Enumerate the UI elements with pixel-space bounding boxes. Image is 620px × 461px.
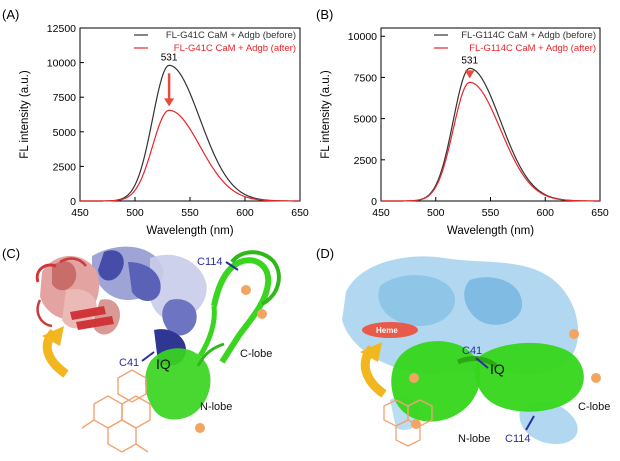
label-c-lobe: C-lobe bbox=[240, 348, 272, 360]
x-tick-label: 650 bbox=[291, 207, 309, 219]
chart-panel-b: (B) 450 500 550 600 650 0 2500 5000 7500 10000 Wav… bbox=[316, 7, 609, 237]
chart-b: 450 500 550 600 650 0 2500 5000 7500 10000 Wavelen… bbox=[320, 27, 609, 237]
structure-panel-c: (C) bbox=[2, 246, 281, 453]
calcium-ion bbox=[257, 309, 267, 319]
x-axis-label: Wavelength (nm) bbox=[146, 225, 233, 237]
peak-annotation: 531 bbox=[461, 55, 478, 66]
label-heme: Heme bbox=[376, 326, 398, 335]
label-c114: C114 bbox=[197, 256, 222, 268]
x-tick-label: 600 bbox=[536, 207, 554, 219]
panel-label-a: (A) bbox=[2, 7, 19, 22]
fluorescein-structure bbox=[81, 369, 151, 453]
label-c41: C41 bbox=[119, 357, 139, 369]
y-tick-label: 5000 bbox=[354, 114, 378, 126]
label-c41: C41 bbox=[462, 345, 482, 357]
calcium-ion bbox=[241, 285, 251, 295]
decrease-arrowhead bbox=[164, 98, 175, 107]
x-tick-label: 550 bbox=[482, 207, 500, 219]
y-axis-label: FL intensity (a.u.) bbox=[320, 70, 332, 159]
y-tick-label: 2500 bbox=[53, 161, 77, 173]
x-tick-label: 500 bbox=[126, 207, 144, 219]
label-n-lobe: N-lobe bbox=[200, 401, 232, 413]
adgb-structure-illustration: C41 IQ N-lobe C-lobe C114 bbox=[35, 246, 281, 453]
x-tick-label: 450 bbox=[372, 207, 390, 219]
peak-annotation: 531 bbox=[161, 52, 178, 63]
y-tick-label: 7500 bbox=[53, 92, 77, 104]
decrease-arrowhead bbox=[464, 70, 475, 79]
calcium-ion bbox=[195, 423, 205, 433]
label-c-lobe: C-lobe bbox=[578, 401, 610, 413]
y-tick-label: 0 bbox=[371, 196, 377, 208]
calcium-ion bbox=[591, 373, 601, 383]
heme-group bbox=[362, 322, 418, 338]
legend-entry: FL-G41C CaM + Adgb (before) bbox=[166, 30, 296, 41]
legend-entry: FL-G114C CaM + Adgb (after) bbox=[469, 43, 596, 54]
series-line-1 bbox=[381, 67, 600, 202]
x-tick-label: 550 bbox=[181, 207, 199, 219]
y-axis-label: FL intensity (a.u.) bbox=[19, 70, 31, 159]
x-axis-label: Wavelength (nm) bbox=[447, 225, 534, 237]
panel-label-d: (D) bbox=[316, 246, 334, 261]
legend-entry: FL-G41C CaM + Adgb (after) bbox=[174, 43, 296, 54]
y-tick-label: 2500 bbox=[354, 155, 378, 167]
series-line-2 bbox=[381, 81, 601, 202]
legend-entry: FL-G114C CaM + Adgb (before) bbox=[461, 30, 596, 41]
calcium-ion bbox=[569, 329, 579, 339]
label-iq: IQ bbox=[156, 356, 171, 372]
series-line-1 bbox=[80, 64, 300, 202]
y-tick-label: 0 bbox=[70, 196, 76, 208]
series-line-2 bbox=[80, 109, 300, 202]
x-tick-label: 650 bbox=[591, 207, 609, 219]
calcium-ion bbox=[409, 373, 419, 383]
fluorescein-structure bbox=[383, 399, 433, 447]
panel-label-b: (B) bbox=[316, 7, 333, 22]
label-c114: C114 bbox=[505, 433, 530, 445]
label-iq: IQ bbox=[490, 361, 505, 377]
y-tick-label: 7500 bbox=[354, 72, 378, 84]
label-n-lobe: N-lobe bbox=[458, 433, 490, 445]
y-tick-label: 10000 bbox=[47, 58, 76, 70]
adgb-cam-complex-illustration: Heme C41 IQ N-lobe C-lobe C114 bbox=[342, 256, 610, 447]
chart-panel-a: (A) 450 500 550 600 650 0 2500 5000 7500 10000 125… bbox=[2, 7, 309, 237]
x-tick-label: 500 bbox=[427, 207, 445, 219]
y-tick-label: 10000 bbox=[348, 31, 377, 43]
y-tick-label: 5000 bbox=[53, 127, 77, 139]
x-tick-label: 600 bbox=[236, 207, 254, 219]
chart-a: 450 500 550 600 650 0 2500 5000 7500 10000 12500 Wa… bbox=[19, 23, 309, 237]
panel-label-c: (C) bbox=[2, 246, 20, 261]
x-tick-label: 450 bbox=[71, 207, 89, 219]
structure-panel-d: (D) Heme bbox=[316, 246, 610, 447]
y-tick-label: 12500 bbox=[47, 23, 76, 35]
